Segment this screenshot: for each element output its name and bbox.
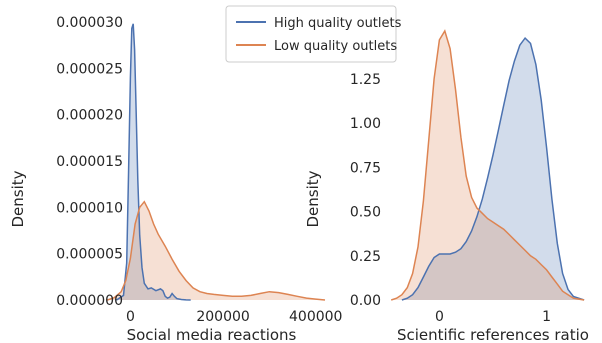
x-axis-label: Scientific references ratio (397, 326, 589, 343)
legend-label-low-quality: Low quality outlets (274, 39, 397, 54)
y-tick-label: 1.25 (350, 72, 381, 88)
density-line-high-quality (116, 23, 191, 301)
y-tick-label: 0.00 (350, 293, 381, 309)
x-tick-label: 200000 (196, 309, 249, 325)
density-fill-low-quality (107, 201, 325, 300)
left-panel-social-media-reactions: 0.000000 0.000005 0.000010 0.000015 0.000020… (9, 15, 342, 343)
y-tick-label: 0.000005 (56, 247, 123, 263)
y-tick-label: 0.50 (350, 205, 381, 221)
y-axis-label: Density (9, 170, 27, 227)
x-tick-label: 400000 (289, 309, 342, 325)
legend-label-high-quality: High quality outlets (274, 16, 402, 31)
density-line-low-quality (107, 200, 326, 301)
x-tick-label: 1 (542, 309, 551, 325)
y-tick-label: 0.000020 (56, 108, 123, 124)
density-fill-high-quality (401, 38, 585, 300)
y-tick-label: 0.000000 (56, 293, 123, 309)
y-tick-label: 0.25 (350, 249, 381, 265)
legend: High quality outlets Low quality outlets (225, 5, 402, 63)
y-tick-label: 0.000010 (56, 200, 123, 216)
right-panel-scientific-references-ratio: 0.000.250.500.751.001.251.5001Scientific… (304, 28, 589, 343)
density-line-high-quality (401, 36, 585, 301)
legend-frame (225, 5, 397, 63)
x-tick-label: 0 (435, 309, 444, 325)
y-tick-label: 0.75 (350, 160, 381, 176)
y-axis-label: Density (304, 170, 322, 227)
x-tick-label: 0 (126, 309, 135, 325)
y-tick-label: 1.00 (350, 116, 381, 132)
y-tick-label: 0.000015 (56, 154, 123, 170)
y-tick-label: 0.000030 (56, 15, 123, 31)
density-fill-low-quality (391, 31, 585, 300)
x-axis-label: Social media reactions (127, 326, 297, 343)
density-line-low-quality (390, 29, 585, 301)
y-tick-label: 0.000025 (56, 61, 123, 77)
